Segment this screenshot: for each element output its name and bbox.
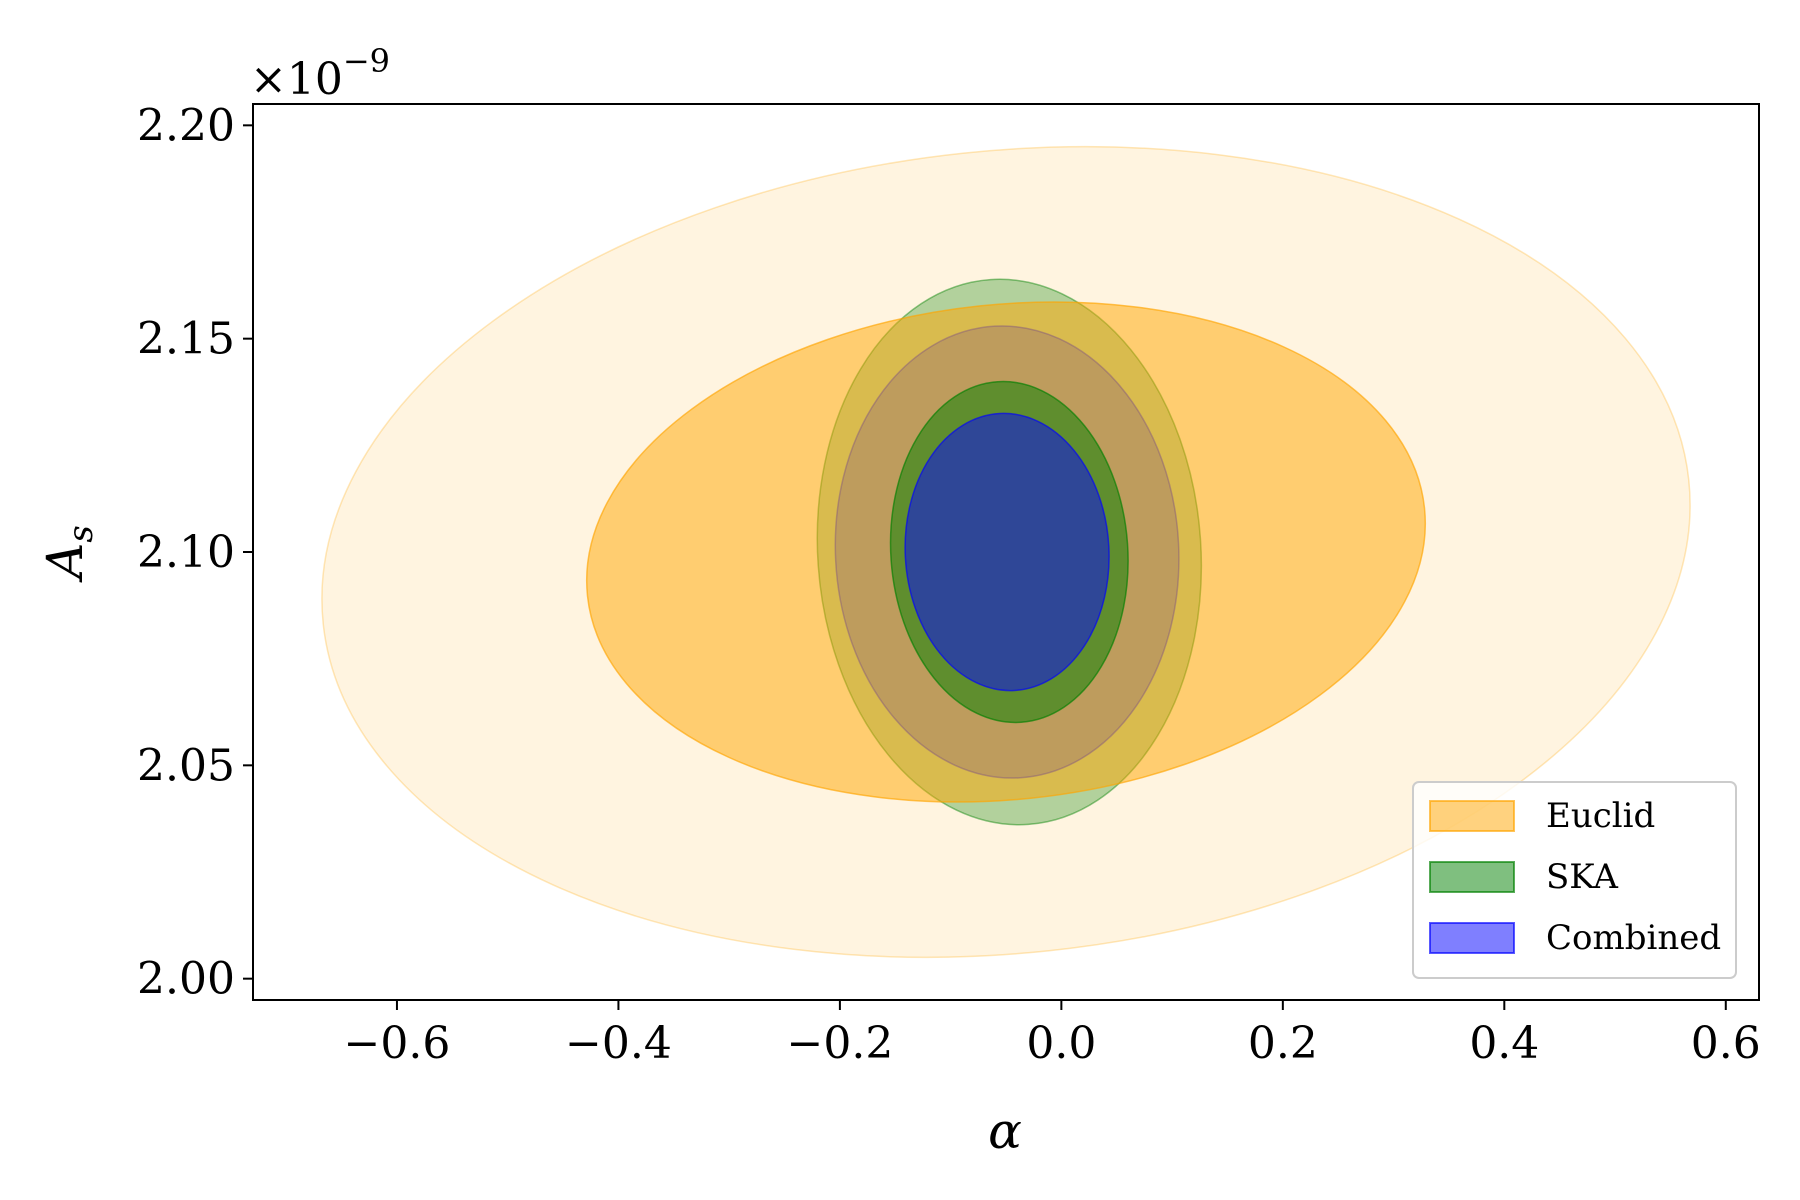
y-multiplier-base: ×10	[250, 54, 343, 105]
y-axis-title-main: A	[36, 543, 94, 583]
y-tick-label: 2.10	[137, 527, 235, 578]
x-tick-label: 0.6	[1691, 1018, 1761, 1069]
x-tick-label: −0.2	[786, 1018, 893, 1069]
y-axis-multiplier: ×10−9	[250, 42, 390, 105]
x-tick-label: 0.2	[1248, 1018, 1318, 1069]
legend-label-combined: Combined	[1546, 918, 1721, 958]
y-tick-label: 2.05	[137, 740, 235, 791]
y-tick-label: 2.00	[137, 954, 235, 1005]
y-tick-label: 2.20	[137, 100, 235, 151]
legend-label-ska: SKA	[1546, 857, 1618, 897]
contour-combined-1-sigma	[904, 412, 1110, 692]
x-tick-label: −0.4	[565, 1018, 672, 1069]
legend-swatch-combined	[1429, 922, 1515, 954]
contour-layer	[321, 145, 1691, 959]
legend: Euclid SKA Combined	[1412, 781, 1737, 979]
x-axis: −0.6 −0.4 −0.2 0.0 0.2 0.4 0.6	[344, 1000, 1761, 1069]
y-multiplier-exponent: −9	[343, 42, 390, 80]
legend-swatch-ska	[1429, 861, 1515, 893]
x-tick-label: 0.0	[1026, 1018, 1096, 1069]
x-tick-label: 0.4	[1469, 1018, 1539, 1069]
x-tick-label: −0.6	[344, 1018, 451, 1069]
legend-swatch-euclid	[1429, 800, 1515, 832]
y-axis-title-subscript: s	[61, 525, 101, 542]
y-axis-title: As	[36, 525, 101, 583]
legend-label-euclid: Euclid	[1546, 796, 1655, 836]
y-axis: 2.00 2.05 2.10 2.15 2.20	[137, 100, 253, 1005]
x-axis-title: α	[988, 1102, 1022, 1160]
y-tick-label: 2.15	[137, 314, 235, 365]
